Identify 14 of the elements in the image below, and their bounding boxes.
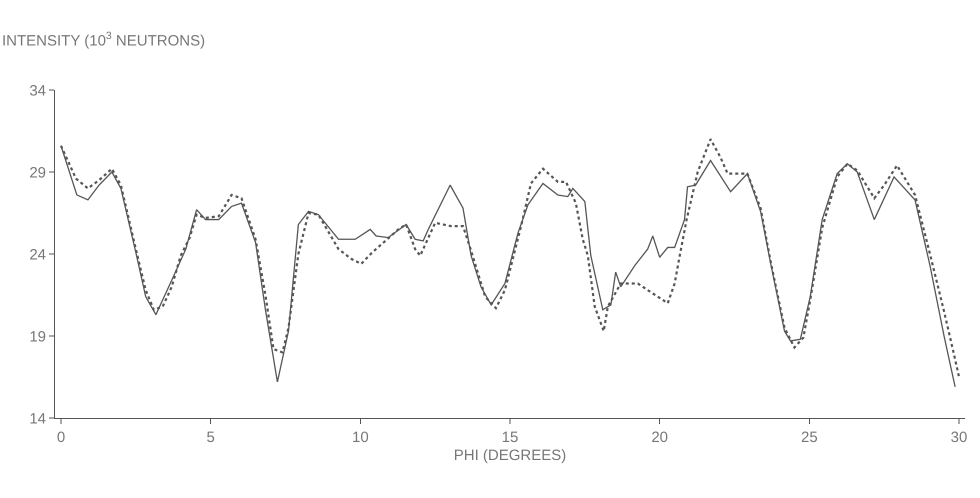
x-tick-label: 30 (950, 429, 968, 446)
x-tick-label: 20 (651, 429, 668, 446)
y-tick-label: 19 (29, 328, 46, 346)
y-axis-title: INTENSITY (10$^{3}$ NEUTRONS) (2, 30, 206, 50)
x-axis-title: PHI (DEGREES) (454, 447, 566, 464)
y-tick-label: 34 (29, 82, 46, 100)
x-tick-label: 25 (800, 429, 818, 446)
y-tick-label: 29 (29, 164, 46, 182)
x-tick-label: 15 (502, 429, 518, 446)
x-tick-label: 10 (352, 429, 369, 446)
x-tick-label: 5 (206, 429, 215, 446)
y-tick-label: 14 (29, 410, 46, 428)
y-tick-label: 24 (29, 246, 46, 264)
x-tick-label: 0 (56, 429, 66, 446)
